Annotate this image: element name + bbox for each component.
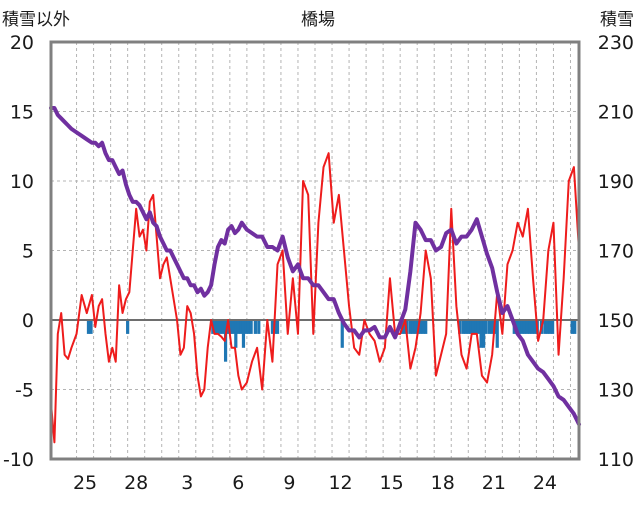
precipitation-bar bbox=[421, 320, 425, 334]
precipitation-bar bbox=[89, 320, 93, 334]
precipitation-bar bbox=[246, 320, 251, 334]
plot-frame bbox=[49, 40, 581, 461]
precipitation-bar bbox=[528, 320, 532, 334]
precipitation-bar bbox=[474, 320, 478, 334]
precipitation-bar bbox=[234, 320, 238, 348]
x-tick-label: 9 bbox=[283, 472, 295, 494]
snow-depth-line bbox=[49, 106, 581, 427]
precipitation-bar bbox=[545, 320, 550, 334]
precipitation-bar bbox=[216, 320, 220, 334]
right-tick-label: 110 bbox=[598, 449, 634, 471]
chart-title: 橋場 bbox=[301, 10, 335, 30]
left-tick-label: 20 bbox=[10, 32, 34, 54]
precipitation-bar bbox=[213, 320, 217, 334]
precipitation-bar bbox=[461, 320, 465, 334]
precipitation-bar bbox=[229, 320, 233, 334]
precipitation-bar bbox=[257, 320, 261, 334]
left-tick-label: 15 bbox=[10, 102, 34, 124]
precipitation-bar bbox=[270, 320, 275, 334]
x-tick-label: 12 bbox=[328, 472, 352, 494]
precipitation-bar bbox=[471, 320, 475, 334]
precipitation-bar bbox=[413, 320, 418, 334]
precipitation-bar bbox=[249, 320, 253, 334]
precipitation-bar bbox=[525, 320, 529, 334]
tick-labels: 20 15 10 5 0 -5 -10 230 210 190 170 150 130 110 25 28 3 6… bbox=[3, 32, 634, 494]
precipitation-bar bbox=[520, 320, 524, 334]
x-tick-label: 15 bbox=[380, 472, 404, 494]
right-tick-label: 190 bbox=[598, 171, 634, 193]
right-tick-label: 230 bbox=[598, 32, 634, 54]
precipitation-bar bbox=[533, 320, 537, 334]
right-tick-label: 170 bbox=[598, 241, 634, 263]
precipitation-bar bbox=[221, 320, 225, 334]
precipitation-bar bbox=[573, 320, 577, 334]
left-tick-label: 5 bbox=[22, 241, 34, 263]
right-tick-label: 150 bbox=[598, 310, 634, 332]
left-tick-label: -10 bbox=[3, 449, 34, 471]
precipitation-bar bbox=[490, 320, 494, 334]
left-axis-title: 積雪以外 bbox=[2, 10, 70, 30]
series-lines bbox=[49, 106, 581, 444]
precipitation-bar bbox=[253, 320, 257, 334]
precipitation-bar bbox=[487, 320, 492, 334]
gridlines bbox=[51, 42, 579, 459]
precipitation-bar bbox=[458, 320, 462, 334]
precipitation-bar bbox=[479, 320, 483, 348]
precipitation-bar bbox=[411, 320, 415, 334]
x-tick-label: 18 bbox=[431, 472, 455, 494]
precipitation-bar bbox=[275, 320, 280, 334]
plot-border bbox=[49, 40, 581, 461]
x-tick-label: 6 bbox=[232, 472, 244, 494]
precipitation-bar bbox=[231, 320, 235, 334]
precipitation-bar bbox=[402, 320, 407, 334]
precipitation-bar bbox=[517, 320, 521, 334]
precipitation-bar bbox=[126, 320, 130, 334]
precipitation-bar bbox=[236, 320, 240, 334]
precipitation-bar bbox=[543, 320, 547, 334]
right-axis-title: 積雪 bbox=[600, 10, 634, 30]
temperature-line bbox=[50, 152, 580, 444]
precipitation-bar bbox=[244, 320, 248, 334]
precipitation-bar bbox=[340, 320, 344, 348]
left-tick-label: -5 bbox=[15, 380, 34, 402]
right-tick-label: 210 bbox=[598, 102, 634, 124]
precipitation-bar bbox=[570, 320, 574, 334]
x-tick-label: 24 bbox=[533, 472, 557, 494]
x-tick-label: 3 bbox=[181, 472, 193, 494]
x-tick-label: 21 bbox=[482, 472, 506, 494]
precipitation-bar bbox=[469, 320, 473, 334]
precipitation-bar bbox=[408, 320, 412, 334]
precipitation-bar bbox=[239, 320, 243, 334]
left-tick-label: 0 bbox=[22, 310, 34, 332]
precipitation-bar bbox=[530, 320, 534, 334]
precipitation-bar bbox=[218, 320, 223, 334]
right-tick-label: 130 bbox=[598, 380, 634, 402]
precipitation-bar bbox=[551, 320, 555, 334]
precipitation-bar bbox=[466, 320, 470, 334]
precipitation-bar bbox=[476, 320, 481, 334]
precipitation-bar bbox=[522, 320, 527, 334]
precipitation-bar bbox=[464, 320, 468, 334]
precipitation-bar bbox=[495, 320, 499, 348]
precipitation-bar bbox=[419, 320, 423, 334]
precipitation-bar bbox=[484, 320, 488, 334]
x-tick-label: 25 bbox=[73, 472, 97, 494]
precipitation-bar bbox=[548, 320, 552, 334]
x-tick-label: 28 bbox=[124, 472, 148, 494]
precipitation-bar bbox=[482, 320, 486, 348]
precipitation-bar bbox=[86, 320, 91, 334]
left-tick-label: 10 bbox=[10, 171, 34, 193]
precipitation-bar bbox=[241, 320, 246, 348]
precipitation-bar bbox=[424, 320, 428, 334]
